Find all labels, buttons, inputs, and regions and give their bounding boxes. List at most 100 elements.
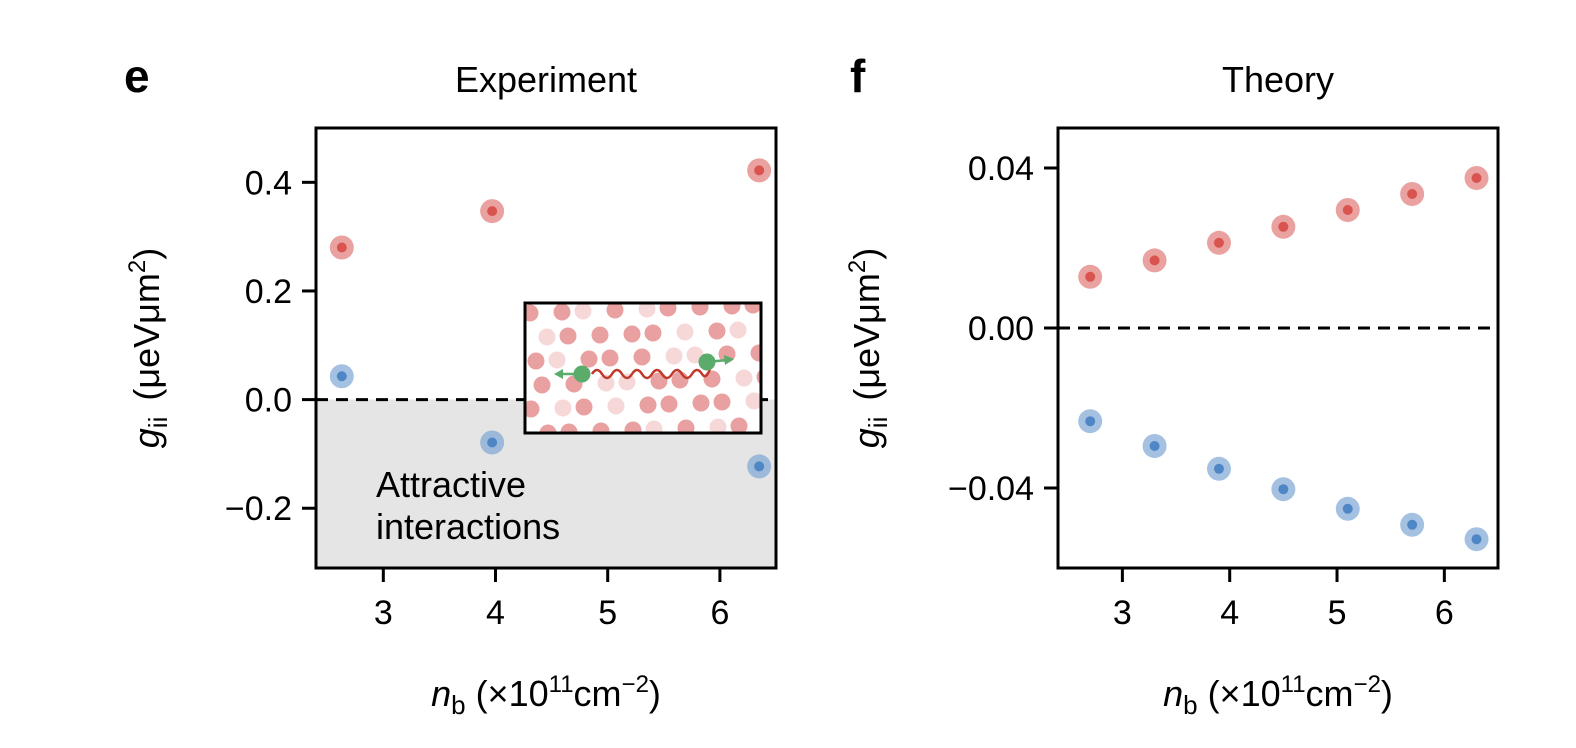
repulsive-point [329,235,354,260]
attractive-point [329,364,354,389]
x-tick-label: 6 [710,594,729,632]
panel-letter-f: f [850,50,866,102]
inset-particle [560,423,578,433]
inset-particle [756,369,761,385]
inset-particle [597,374,615,392]
x-tick-label: 5 [1328,594,1347,632]
attractive-point [1464,527,1489,552]
inset-particle [691,303,709,316]
y-axis-label-f: gii(μeVμm2) [844,248,893,448]
particle-left [573,365,591,383]
inset-particle [623,325,641,343]
ticks-e: 3 4 5 6 0.4 0.2 0.0 −0.2 [225,164,729,632]
y-tick-label: −0.2 [225,490,292,528]
inset-particle [729,321,747,339]
x-tick-label: 6 [1435,594,1454,632]
inset-particle [676,323,694,341]
annotation-line2: interactions [376,506,560,547]
y-tick-label: 0.00 [968,310,1034,348]
inset-particle [708,322,726,340]
panel-title-f: Theory [1222,59,1334,100]
inset-particle [575,398,593,416]
inset-particle [665,347,683,365]
inset-particle [660,395,678,413]
interaction-wave [590,361,714,380]
inset-particle [645,420,663,433]
inset-particle [639,396,657,414]
inset-particle [559,327,577,345]
inset-particle [659,303,677,317]
arrow-left-icon [554,369,563,379]
inset-particle [553,303,571,321]
inset-particle [644,324,662,342]
repulsive-point [1206,230,1231,255]
inset-particle [744,303,761,314]
inset-particle [709,418,727,433]
panel-f-plot: 3 4 5 6 0.04 0.00 −0.04 gii(μeVμm2) nb (×1011cm… [844,126,1500,720]
ticks-f: 3 4 5 6 0.04 0.00 −0.04 [948,150,1454,632]
points-f [1078,166,1489,552]
inset-particle [580,350,598,368]
y-axis-label-e: gii(μeVμm2) [124,248,173,448]
repulsive-point [1271,214,1296,239]
panel-letter-e: e [124,50,150,102]
inset-particle [723,303,741,315]
attractive-point [1206,456,1231,481]
axes-frame-e [314,126,778,570]
inset-particle [735,369,753,387]
x-tick-label: 5 [598,594,617,632]
x-axis-label-e: nb (×1011cm−2) [431,671,661,720]
inset-particle [591,326,609,344]
inset-particle [527,352,545,370]
y-tick-label: 0.4 [245,164,292,202]
y-tick-label: 0.04 [968,150,1034,188]
repulsive-point [1335,198,1360,222]
inset-particle [607,397,625,415]
inset-particle [624,421,642,433]
x-tick-label: 3 [374,594,393,632]
x-tick-label: 4 [1220,594,1239,632]
points-e [329,158,772,479]
inset-particle [554,399,572,417]
inset-particle [750,344,761,362]
repulsive-point [1464,166,1489,190]
inset-particle [525,304,539,322]
repulsive-point [480,199,505,224]
inset-particle [633,348,651,366]
inset-particle [677,419,695,433]
axes-frame-f [1056,126,1500,570]
y-tick-label: 0.0 [245,382,292,420]
inset-particle [538,328,556,346]
panel-title-e: Experiment [455,59,637,100]
inset-particle [730,417,748,433]
attractive-point [1400,512,1425,537]
inset-particle [533,376,551,394]
inset-particle [574,303,592,320]
annotation-line1: Attractive [376,464,526,505]
inset-particle [671,371,689,389]
x-tick-label: 3 [1113,594,1132,632]
repulsive-point [747,158,772,183]
particle-right [698,353,716,371]
attractive-point [1142,434,1167,458]
inset-particle [618,373,636,391]
inset-schematic [523,301,763,435]
inset-particle [745,392,761,410]
inset-particle [601,349,619,367]
inset-particle [638,303,656,318]
x-tick-label: 4 [486,594,505,632]
repulsive-point [1400,182,1425,206]
inset-particle [650,372,668,390]
attractive-point [1078,409,1103,434]
inset-particle [703,370,721,388]
x-axis-label-f: nb (×1011cm−2) [1163,671,1393,720]
attractive-point [1335,496,1360,521]
inset-particle [606,303,624,319]
y-tick-label: −0.04 [948,470,1034,508]
inset-particle [713,393,731,411]
inset-particle [548,351,566,369]
repulsive-point [1142,248,1167,273]
y-tick-label: 0.2 [245,273,292,311]
inset-particle [525,400,540,418]
